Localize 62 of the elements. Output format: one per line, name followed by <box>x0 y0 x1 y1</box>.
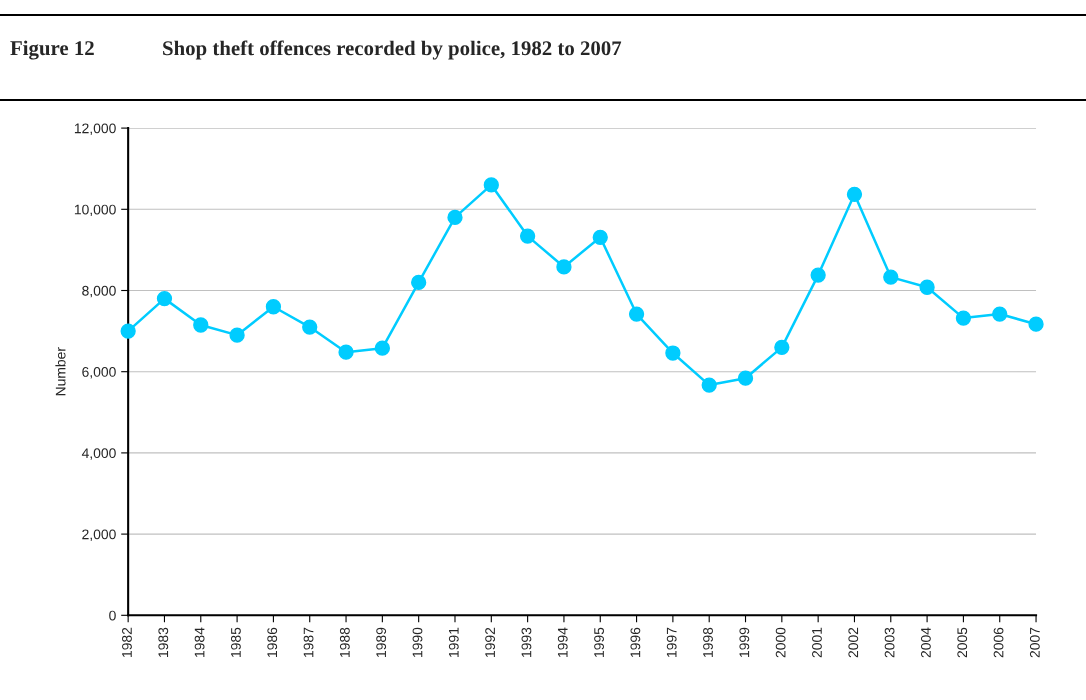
x-tick-label: 1996 <box>630 627 641 657</box>
x-tick-label: 2007 <box>1029 627 1040 658</box>
x-tick-label: 2003 <box>884 627 895 658</box>
chart-title: Figure 12 <box>10 40 94 60</box>
x-tick-label: 1994 <box>557 627 568 657</box>
point <box>737 370 754 386</box>
x-tick-label: 2005 <box>957 627 968 658</box>
x-tick-label: 1993 <box>521 627 532 657</box>
point <box>955 310 972 326</box>
point <box>265 299 282 315</box>
x-tick-label: 1988 <box>339 627 350 657</box>
point <box>229 327 245 343</box>
x-tick-label: 1992 <box>485 627 496 657</box>
point <box>701 377 717 393</box>
x-tick-label: 2004 <box>920 627 931 658</box>
x-tick-label: 1990 <box>412 627 423 657</box>
chart-subtitle: Shop theft offences recorded by police, 1982 to 2007 <box>163 40 622 60</box>
point <box>1028 316 1044 332</box>
x-tick-label: 1991 <box>448 627 459 657</box>
y-tick-label: 8,000 <box>82 285 116 298</box>
x-tick-label: 1982 <box>122 627 132 657</box>
x-tick-label: 1995 <box>594 627 604 657</box>
x-tick-label: 2001 <box>812 627 822 658</box>
point <box>447 209 463 226</box>
point <box>919 279 935 295</box>
point <box>411 274 427 291</box>
x-tick-label: 1987 <box>303 627 314 657</box>
point <box>556 259 572 275</box>
point <box>592 229 608 245</box>
y-tick-label: 2,000 <box>82 529 116 541</box>
x-tick-label: 2000 <box>775 627 786 658</box>
x-tick-label: 2006 <box>993 627 1004 658</box>
x-tick-label: 1989 <box>376 627 387 657</box>
point <box>193 317 209 333</box>
point <box>519 228 536 244</box>
point <box>846 186 863 202</box>
y-tick-label: 6,000 <box>82 367 116 379</box>
x-tick-label: 2002 <box>848 627 859 658</box>
y-tick-label: 4,000 <box>81 448 116 460</box>
y-tick-label: 10,000 <box>74 204 116 217</box>
point <box>338 344 354 360</box>
x-tick-label: 1983 <box>158 627 169 657</box>
point <box>774 339 790 355</box>
x-tick-label: 1998 <box>703 627 713 657</box>
x-tick-label: 1999 <box>739 627 750 657</box>
point <box>810 267 826 283</box>
point <box>483 177 499 193</box>
y-axis-title: Number <box>55 347 66 396</box>
x-tick-label: 1985 <box>230 627 241 657</box>
y-tick-label: 12,000 <box>74 123 116 135</box>
point <box>120 323 136 339</box>
y-tick-label: 0 <box>109 610 116 621</box>
point <box>628 306 645 322</box>
point <box>156 290 173 307</box>
point <box>302 319 318 335</box>
point <box>992 306 1008 322</box>
point <box>883 269 899 285</box>
point <box>374 340 390 356</box>
x-tick-label: 1986 <box>267 627 278 657</box>
point <box>665 345 681 361</box>
x-tick-label: 1997 <box>666 627 677 657</box>
x-tick-label: 1984 <box>194 627 205 657</box>
